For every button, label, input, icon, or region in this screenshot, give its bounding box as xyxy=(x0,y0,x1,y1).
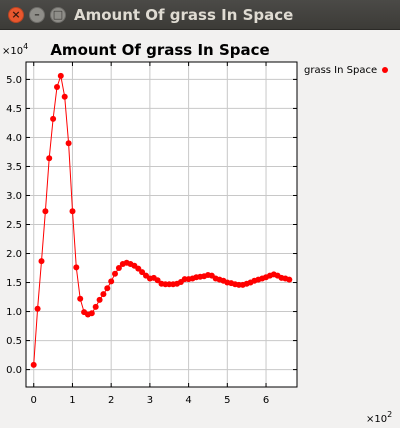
y-tick-label: 1.0 xyxy=(6,307,22,318)
data-point xyxy=(77,295,84,302)
y-tick-label: 4.5 xyxy=(6,104,22,115)
data-point xyxy=(65,140,72,147)
data-point xyxy=(115,265,122,271)
y-tick-label: 1.5 xyxy=(6,278,22,289)
y-tick-label: 5.0 xyxy=(6,75,22,86)
data-point xyxy=(88,310,95,317)
x-tick-label: 3 xyxy=(147,395,153,406)
series-layer xyxy=(30,72,293,368)
axis-ticks: 0 1 2 3 4 5 6 0.0 0.5 1.0 1.5 2.0 2.5 3.0 3.5 4.0 4.5 5.0 xyxy=(6,62,297,406)
x-exponent-label: ×102 xyxy=(366,410,392,425)
legend-marker xyxy=(382,67,388,73)
data-point xyxy=(100,291,107,298)
data-point xyxy=(54,84,60,90)
x-tick-label: 1 xyxy=(69,395,75,406)
y-tick-label: 0.0 xyxy=(6,365,22,376)
data-point xyxy=(50,115,57,122)
data-point xyxy=(154,277,161,284)
window-titlebar: × – □ Amount Of grass In Space xyxy=(0,0,400,30)
data-point xyxy=(96,296,103,303)
y-tick-label: 3.5 xyxy=(6,162,22,173)
x-tick-label: 5 xyxy=(224,395,230,406)
y-exponent-label: ×104 xyxy=(2,42,28,57)
data-point xyxy=(30,361,37,368)
data-point xyxy=(92,303,99,310)
data-point xyxy=(61,93,68,100)
data-point xyxy=(139,269,146,276)
data-point xyxy=(112,270,118,277)
data-point xyxy=(104,285,111,292)
y-tick-label: 4.0 xyxy=(6,133,22,144)
data-point xyxy=(34,305,41,312)
data-point xyxy=(108,278,115,285)
y-tick-label: 2.0 xyxy=(6,249,22,260)
legend-label: grass In Space xyxy=(304,65,377,76)
y-tick-label: 0.5 xyxy=(6,336,22,347)
window-maximize-button[interactable]: □ xyxy=(50,7,66,23)
y-tick-label: 3.0 xyxy=(6,191,22,202)
data-point xyxy=(38,258,45,265)
data-point xyxy=(42,208,49,215)
chart-title: Amount Of grass In Space xyxy=(50,41,269,59)
data-point xyxy=(286,276,293,283)
data-point xyxy=(135,265,142,272)
x-tick-label: 4 xyxy=(185,395,191,406)
chart-canvas: 0 1 2 3 4 5 6 0.0 0.5 1.0 1.5 2.0 2.5 3.0 3.5 4.0 4.5 5.0… xyxy=(0,30,400,428)
window-close-button[interactable]: × xyxy=(8,7,24,23)
data-point xyxy=(73,264,80,271)
x-tick-label: 6 xyxy=(263,395,269,406)
data-point xyxy=(46,155,53,162)
y-tick-label: 2.5 xyxy=(6,220,22,231)
data-point xyxy=(69,208,76,215)
x-tick-label: 0 xyxy=(31,395,37,406)
legend: grass In Space xyxy=(304,65,388,76)
data-point xyxy=(57,72,64,79)
x-tick-label: 2 xyxy=(108,395,114,406)
window-minimize-button[interactable]: – xyxy=(29,7,45,23)
grid-lines xyxy=(26,62,297,387)
window-title: Amount Of grass In Space xyxy=(74,6,294,24)
